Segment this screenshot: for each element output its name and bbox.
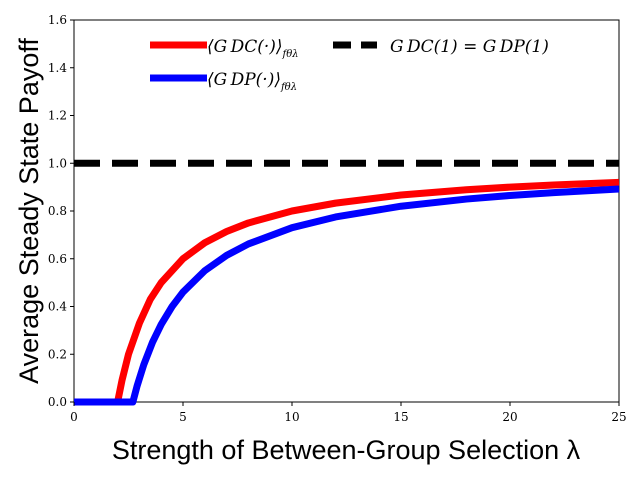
legend-label-dc: ⟨G DC(·)⟩fθλ [207, 37, 299, 60]
legend-label-reference: G DC(1) = G DP(1) [390, 37, 549, 57]
ticks-layer: 0 5 10 15 20 25 0.0 0.2 0.4 0.6 0.8 1.0 1.2 1.4 1.6 [48, 13, 627, 424]
y-tick-label: 1.0 [48, 156, 67, 170]
legend-label-dp-main: ⟨G DP(·)⟩ [207, 70, 281, 90]
x-tick-label: 15 [393, 410, 408, 424]
y-tick-label: 1.4 [48, 61, 67, 75]
x-tick-label: 0 [70, 410, 78, 424]
x-axis-label: Strength of Between-Group Selection λ [112, 435, 581, 465]
legend-label-dc-main: ⟨G DC(·)⟩ [207, 37, 283, 57]
y-tick-label: 0.8 [48, 204, 67, 218]
series-layer [74, 159, 620, 406]
x-tick-label: 5 [179, 410, 187, 424]
y-tick-label: 0.0 [48, 395, 67, 409]
x-tick-label: 25 [611, 410, 626, 424]
legend-label-dp: ⟨G DP(·)⟩fθλ [207, 70, 297, 93]
y-tick-label: 0.6 [48, 252, 67, 266]
x-tick-label: 10 [284, 410, 299, 424]
series-dp-curve [74, 185, 620, 406]
series-dc-curve [74, 178, 620, 406]
legend-label-dc-sub: fθλ [282, 49, 299, 60]
y-tick-label: 1.2 [48, 109, 67, 123]
legend: ⟨G DC(·)⟩fθλ ⟨G DP(·)⟩fθλ G DC(1) = G DP… [150, 37, 549, 93]
x-tick-label: 20 [502, 410, 517, 424]
y-tick-label: 0.2 [48, 347, 67, 361]
y-tick-label: 0.4 [48, 300, 67, 314]
legend-label-dp-sub: fθλ [280, 82, 297, 93]
y-tick-label: 1.6 [48, 13, 67, 27]
y-axis-label: Average Steady State Payoff [14, 38, 44, 384]
